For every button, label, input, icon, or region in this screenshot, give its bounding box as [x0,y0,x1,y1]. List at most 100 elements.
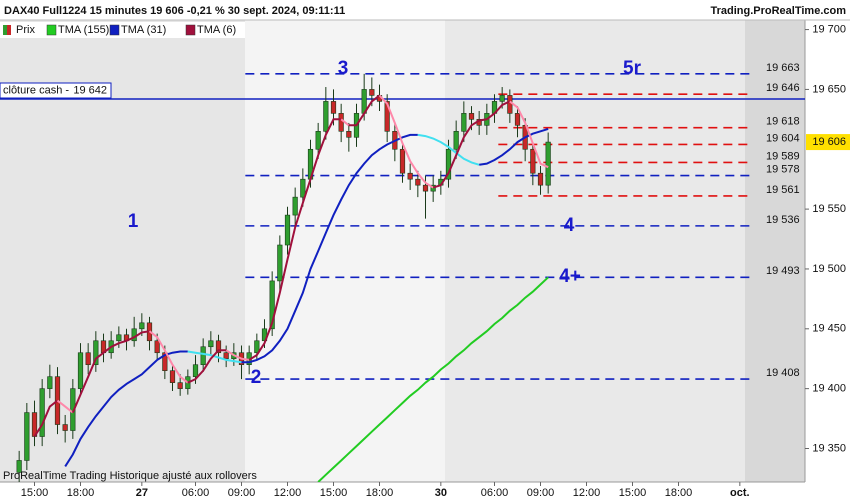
indicator-line [187,350,242,364]
candle-body [415,178,421,186]
legend-label: TMA (31) [121,24,166,36]
indicator-line [340,118,350,127]
indicator-line [187,349,227,384]
candle-body [269,280,275,330]
x-tick-label: 15:00 [619,487,647,499]
session-band [745,20,805,482]
annotation: 1 [128,211,139,232]
overlay: 19 663 19 578 19 536 19 493 19 408 19 646 19 6… [0,22,850,388]
x-tick-label: 06:00 [182,487,210,499]
y-tick-label: 19 650 [812,83,846,95]
annotation: 4 [564,215,575,236]
candle-body [177,382,183,389]
annotation: 4+ [559,266,581,287]
y-tick-label: 19 550 [812,203,846,215]
legend-icon [109,24,120,36]
candle-body [47,376,53,389]
x-tick-label: 12:00 [274,487,302,499]
legend-label: Prix [16,24,35,36]
candle-body [292,196,298,216]
candle-body [514,113,521,126]
candle-body [223,352,229,360]
candle-body [537,172,544,186]
cash-close-text: clôture cash - [3,84,69,96]
legend-label: TMA (6) [197,24,236,36]
source: Trading.ProRealTime.com [710,5,846,17]
candle-body [461,113,467,132]
y-tick-label: 19 400 [812,383,846,395]
candle-body [300,178,306,198]
last-price-tag [806,134,850,151]
y-tick-label: 19 500 [812,263,846,275]
candle-body [407,172,413,180]
y-tick-label: 19 700 [812,23,846,35]
last-price-label: 19 606 [812,136,846,148]
candle-body [200,346,206,366]
candle-body [369,89,375,96]
candle-body [453,131,459,150]
candle-body [545,141,551,186]
indicator-line [225,349,250,361]
candle-body [530,148,536,174]
annotation: 5r [623,58,642,79]
level-label: 19 408 [766,367,800,379]
session-band [445,20,745,482]
candle-body [507,95,513,114]
indicator-line [378,94,434,189]
candle-body [399,148,406,174]
level-label: 19 663 [766,62,800,74]
x-tick-label: 06:00 [481,487,509,499]
x-tick-label: 12:00 [573,487,601,499]
candle-body [85,352,91,366]
candle-body [154,340,160,354]
legend-icon [185,24,196,36]
legend-label: TMA (155) [58,24,109,36]
candle-body [346,131,352,138]
candle-body [192,364,199,377]
indicator-line [509,100,549,169]
legend-icon [7,25,11,35]
candle-body [16,460,22,473]
indicator-line [56,399,74,414]
candle-body [139,322,145,330]
cash-close-box [0,82,112,99]
candle-body [215,340,222,354]
legend-bg [0,22,245,38]
x-tick-label: 15:00 [21,487,49,499]
y-tick-label: 19 350 [812,442,846,454]
indicator-line [241,133,418,364]
candle-body [445,148,452,180]
candle-body [62,424,68,431]
candle-body [330,101,337,114]
plot-area [0,73,805,482]
candle-body [169,370,176,383]
x-tick-label: 09:00 [228,487,256,499]
level-label: 19 604 [766,132,800,144]
x-tick-label: 30 [435,487,447,499]
x-tick-label: 18:00 [67,487,95,499]
candle-body [338,113,344,132]
legend-icon [46,24,57,36]
level-label: 19 589 [766,150,800,162]
candle-body [31,412,38,437]
candle-body [77,352,84,389]
indicator-line [71,330,150,413]
indicator-line [148,330,189,384]
candle-body [277,244,283,282]
session-band [245,20,445,482]
y-tick-label: 19 450 [812,323,846,335]
cash-close-label: 19 642 [73,84,107,96]
footer: ProRealTime Trading Historique ajusté au… [3,470,257,482]
indicator-line [479,127,549,166]
x-tick-label: 18:00 [366,487,394,499]
x-tick-label: oct. [730,487,750,499]
annotation: 2 [251,367,262,388]
candle-body [93,340,99,366]
indicator-line [348,94,381,127]
chart-title: DAX40 Full1224 15 minutes 19 606 -0,21 %… [4,5,345,17]
x-tick-label: 27 [136,487,148,499]
level-label: 19 578 [766,164,800,176]
level-label: 19 646 [766,82,800,94]
level-label: 19 561 [766,184,800,196]
